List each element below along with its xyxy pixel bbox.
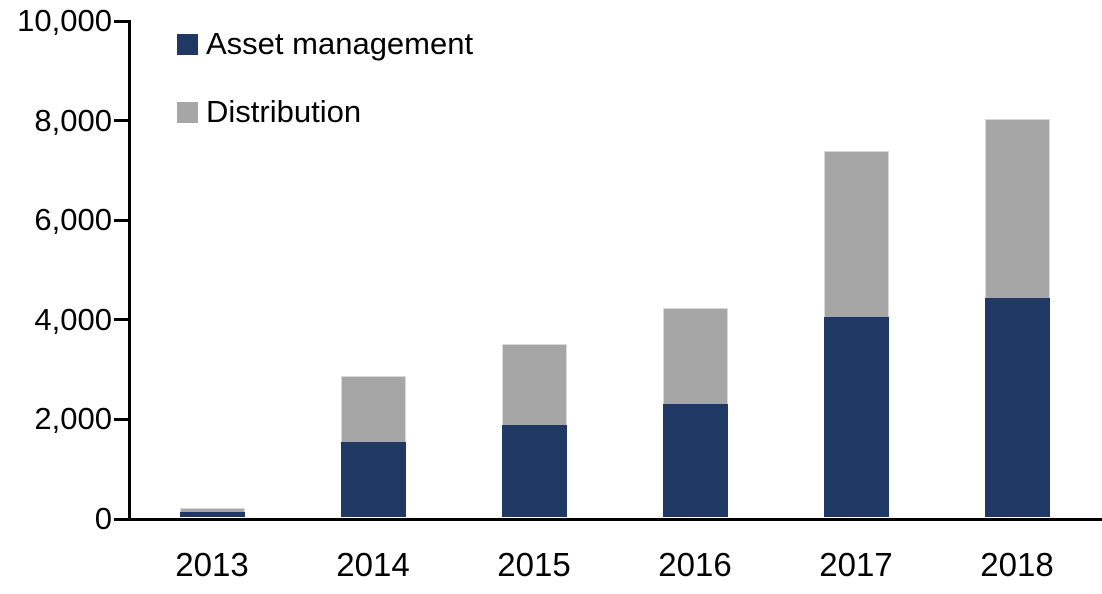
bar-segment-asset-management-2017 [823, 317, 889, 518]
y-axis-tick [114, 218, 131, 222]
bar-segment-distribution-2016 [662, 308, 728, 405]
legend-swatch-distribution [177, 101, 198, 123]
y-axis-tick-label: 0 [94, 501, 112, 536]
x-axis-category-label: 2017 [819, 546, 893, 583]
legend-swatch-asset-management [177, 33, 198, 55]
y-axis-tick [114, 318, 131, 322]
x-axis-line [128, 517, 1102, 521]
x-axis-category-label: 2013 [175, 546, 249, 583]
legend-label-asset-management: Asset management [206, 26, 474, 61]
bar-segment-asset-management-2018 [984, 298, 1050, 518]
y-axis-tick [114, 417, 131, 421]
bar-segment-distribution-2015 [501, 344, 567, 426]
y-axis-tick [114, 19, 131, 23]
y-axis-tick-label: 8,000 [34, 102, 112, 138]
y-axis-line [128, 19, 131, 521]
y-axis-tick-label: 2,000 [34, 401, 112, 437]
x-axis-category-label: 2016 [658, 546, 732, 583]
x-axis-category-label: 2015 [497, 546, 571, 583]
y-axis-tick-label: 4,000 [34, 301, 112, 337]
bar-segment-distribution-2013 [179, 507, 245, 512]
bar-segment-distribution-2017 [823, 150, 889, 318]
y-axis-tick [114, 119, 131, 123]
bar-segment-asset-management-2014 [340, 442, 406, 518]
x-axis-category-label: 2014 [336, 546, 410, 583]
bar-segment-distribution-2014 [340, 376, 406, 443]
legend-item-distribution: Distribution [177, 96, 361, 128]
bar-segment-asset-management-2015 [501, 425, 567, 518]
y-axis-tick-label: 6,000 [34, 202, 112, 238]
bar-segment-asset-management-2013 [179, 511, 245, 518]
bar-segment-distribution-2018 [984, 119, 1050, 299]
bar-segment-asset-management-2016 [662, 404, 728, 518]
x-axis-category-label: 2018 [980, 546, 1054, 583]
legend-label-distribution: Distribution [206, 94, 362, 129]
y-axis-tick-label: 10,000 [17, 3, 112, 38]
legend-item-asset-management: Asset management [177, 28, 473, 60]
y-axis-tick [114, 517, 131, 521]
